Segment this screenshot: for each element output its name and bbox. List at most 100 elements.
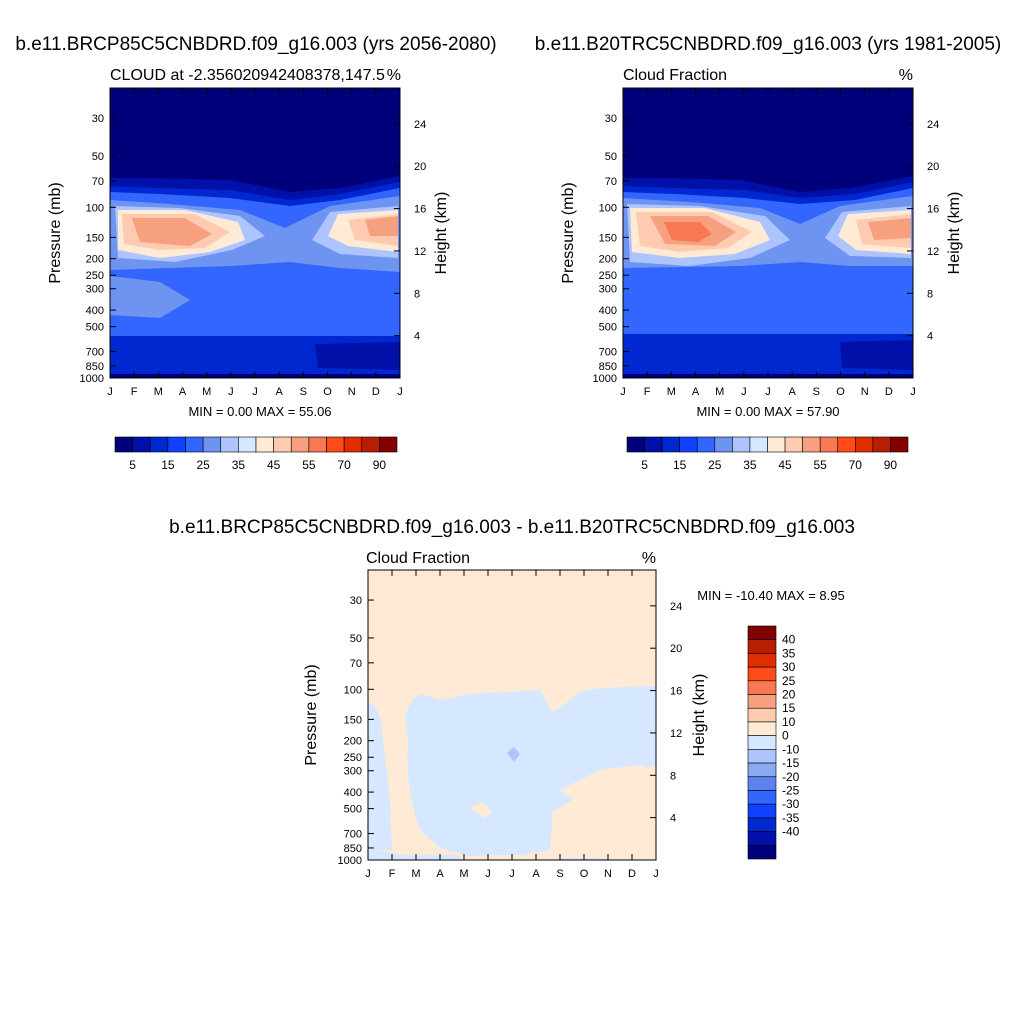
colorbar-label: -20 (782, 770, 800, 784)
x-tick-label: O (580, 868, 589, 880)
right-string: % (387, 67, 401, 84)
y-tick-label: 200 (599, 254, 617, 266)
y-tick-label: 30 (605, 113, 617, 125)
colorbar-label: 90 (373, 458, 387, 472)
height-tick-label: 4 (927, 331, 933, 343)
colorbar-swatch (872, 436, 891, 453)
y-axis-label: Pressure (mb) (560, 182, 577, 283)
y-tick-label: 70 (92, 176, 104, 188)
plot-field (110, 88, 400, 378)
height-tick-label: 4 (670, 813, 676, 825)
y-axis-label-right: Height (km) (691, 674, 708, 757)
colorbar-swatch (149, 436, 169, 453)
colorbar-swatch (185, 436, 204, 453)
colorbar-swatch (767, 436, 786, 453)
right-string: % (899, 67, 913, 84)
height-tick-label: 16 (670, 686, 682, 698)
colorbar-label: -15 (782, 756, 800, 770)
colorbar-label: 25 (782, 674, 796, 688)
panel-difference: b.e11.BRCP85C5CNBDRD.f09_g16.003 - b.e11… (169, 517, 855, 880)
colorbar-label: 15 (782, 701, 796, 715)
y-axis-label-right: Height (km) (946, 192, 963, 275)
x-tick-label: F (389, 868, 396, 880)
right-string: % (642, 550, 656, 567)
height-tick-label: 4 (414, 331, 420, 343)
x-tick-label: J (252, 386, 258, 398)
colorbar-swatch (747, 735, 777, 750)
height-tick-label: 12 (670, 728, 682, 740)
colorbar-swatch (644, 436, 663, 453)
colorbar-label: 25 (196, 458, 210, 472)
colorbar-swatch (326, 436, 345, 453)
x-tick-label: J (765, 386, 771, 398)
y-tick-label: 400 (344, 787, 362, 799)
min-max-text: MIN = 0.00 MAX = 55.06 (188, 404, 331, 419)
colorbar-swatch (114, 436, 133, 453)
x-tick-label: F (131, 386, 138, 398)
colorbar-swatch (732, 436, 751, 453)
y-tick-label: 300 (599, 284, 617, 296)
panel-historical-cloud: b.e11.B20TRC5CNBDRD.f09_g16.003 (yrs 198… (535, 34, 1001, 472)
contour-band-negative-10 (507, 747, 520, 762)
contour-band-50 (132, 216, 398, 246)
y-tick-label: 700 (599, 347, 617, 359)
colorbar-label: 55 (302, 458, 316, 472)
y-tick-label: 400 (86, 305, 104, 317)
x-tick-label: A (692, 386, 700, 398)
y-tick-label: 70 (350, 658, 362, 670)
colorbar-label: -40 (782, 825, 800, 839)
height-tick-label: 20 (414, 161, 426, 173)
colorbar-label: 45 (267, 458, 281, 472)
colorbar-label: 5 (641, 458, 648, 472)
x-tick-label: N (348, 386, 356, 398)
y-tick-label: 700 (344, 829, 362, 841)
y-tick-label: 850 (344, 843, 362, 855)
plot-field (623, 88, 913, 378)
y-axis-label: Pressure (mb) (47, 182, 64, 283)
panel-future-cloud: b.e11.BRCP85C5CNBDRD.f09_g16.003 (yrs 20… (15, 34, 496, 472)
x-tick-label: J (910, 386, 916, 398)
colorbar-label: 25 (708, 458, 722, 472)
height-tick-label: 8 (414, 288, 420, 300)
colorbar-label: 70 (337, 458, 351, 472)
y-tick-label: 300 (344, 766, 362, 778)
colorbar-label: -10 (782, 742, 800, 756)
contour-band-negative-3 (436, 770, 556, 855)
colorbar-label: 70 (849, 458, 863, 472)
y-axis-height: 24 20 16 12 8 4 (650, 601, 682, 825)
x-tick-label: D (885, 386, 893, 398)
colorbar-swatch (132, 436, 151, 453)
colorbar-swatch (747, 653, 777, 668)
colorbar-label: -35 (782, 811, 800, 825)
x-tick-label: A (532, 868, 540, 880)
colorbar-swatch (749, 436, 768, 453)
x-tick-label: M (715, 386, 724, 398)
colorbar-label: 5 (129, 458, 136, 472)
x-tick-label: M (459, 868, 468, 880)
colorbar-label: 35 (782, 646, 796, 660)
colorbar-swatch (747, 625, 777, 641)
colorbar-swatch (747, 776, 777, 791)
height-tick-label: 16 (414, 204, 426, 216)
x-tick-label: J (509, 868, 515, 880)
colorbar-swatch (747, 666, 777, 682)
height-tick-label: 24 (927, 119, 939, 131)
y-tick-label: 850 (599, 361, 617, 373)
colorbar-swatch (747, 762, 777, 778)
colorbar-swatch (238, 436, 257, 453)
colorbar-swatch (784, 436, 803, 453)
colorbar-swatch (855, 436, 874, 453)
contour-band-5-lower (315, 342, 400, 370)
x-tick-label: J (741, 386, 747, 398)
x-tick-label: M (411, 868, 420, 880)
x-tick-label: O (323, 386, 332, 398)
x-tick-label: J (620, 386, 626, 398)
x-tick-label: M (202, 386, 211, 398)
x-tick-label: D (628, 868, 636, 880)
y-tick-label: 1000 (338, 855, 362, 867)
